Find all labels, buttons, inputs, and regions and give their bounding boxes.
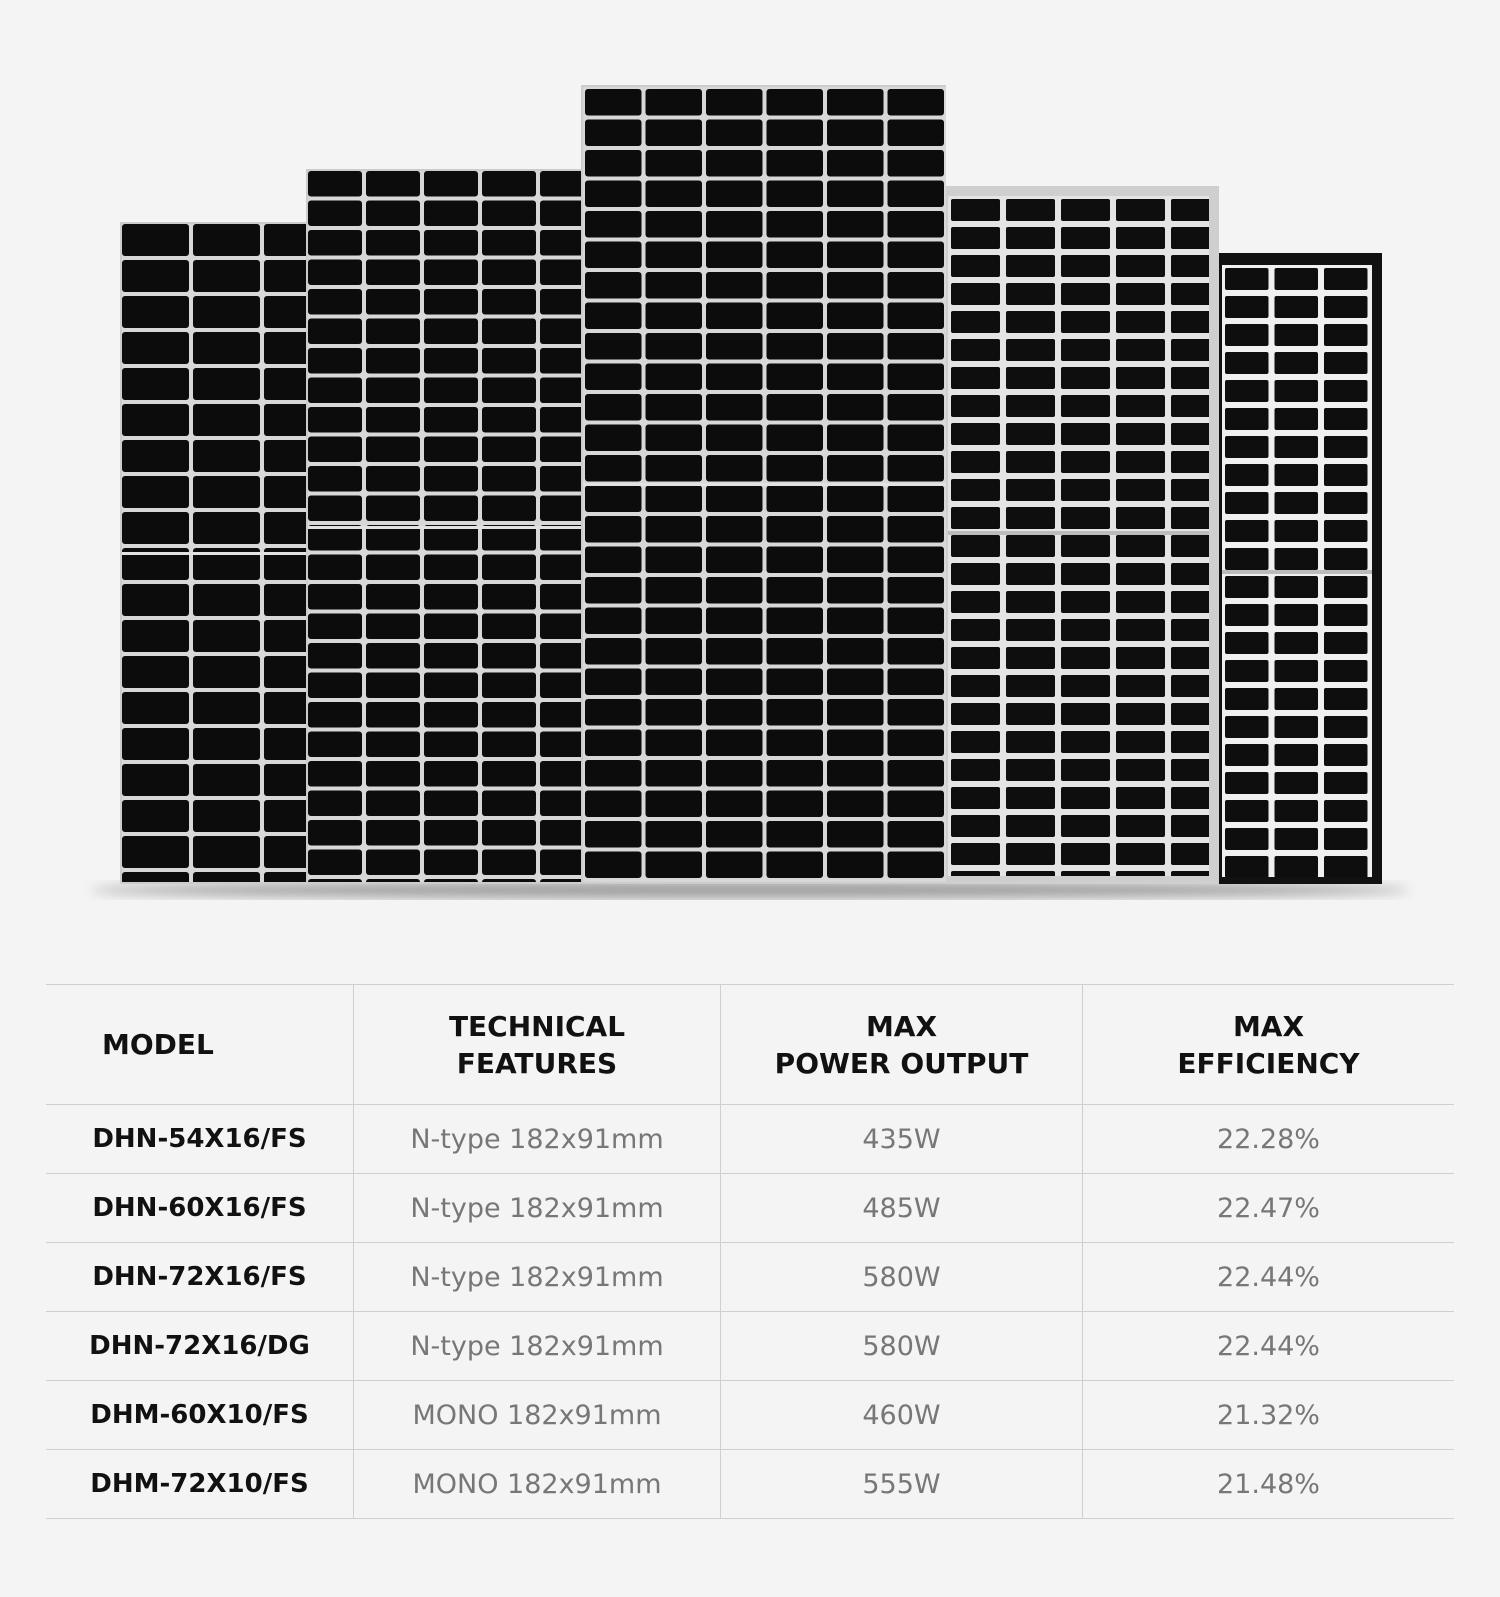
header-text: MODEL [102,1028,214,1061]
value-cell: 460W [720,1381,1082,1449]
model-cell: DHN-72X16/DG [89,1331,310,1361]
header-text: MAX [1232,1009,1305,1043]
value-cell: 21.48% [1082,1450,1454,1518]
value-cell: 22.28% [1082,1105,1454,1173]
table-row: DHM-72X10/FS MONO 182x91mm 555W 21.48% [46,1450,1454,1519]
value-cell: N-type 182x91mm [353,1105,720,1173]
value-cell: MONO 182x91mm [353,1450,720,1518]
value-cell: N-type 182x91mm [353,1243,720,1311]
value-cell: N-type 182x91mm [353,1312,720,1380]
panel [120,222,308,884]
value-cell: 22.44% [1082,1243,1454,1311]
header-cell: MAX POWER OUTPUT [720,985,1082,1104]
header-cell: TECHNICAL FEATURES [353,985,720,1104]
panel [581,85,946,884]
panel [306,169,582,884]
table-row: DHN-54X16/FS N-type 182x91mm 435W 22.28% [46,1105,1454,1174]
model-cell: DHN-54X16/FS [92,1124,307,1154]
value-cell: N-type 182x91mm [353,1174,720,1242]
solar-panels [90,85,1410,898]
value-cell: 580W [720,1243,1082,1311]
value-cell: 22.47% [1082,1174,1454,1242]
header-text: EFFICIENCY [1177,1046,1360,1080]
table-row: DHM-60X10/FS MONO 182x91mm 460W 21.32% [46,1381,1454,1450]
value-cell: 485W [720,1174,1082,1242]
model-cell: DHN-60X16/FS [92,1193,307,1223]
value-cell: MONO 182x91mm [353,1381,720,1449]
value-cell: 580W [720,1312,1082,1380]
shadow [90,882,1410,898]
panel [946,186,1219,884]
value-cell: 555W [720,1450,1082,1518]
model-cell: DHM-72X10/FS [90,1469,309,1499]
spec-table: MODEL TECHNICAL FEATURES MAX POWER OUTPUT MAX… [46,984,1454,1519]
header-text: MAX [865,1009,938,1043]
header-cell: MAX EFFICIENCY [1082,985,1454,1104]
value-cell: 435W [720,1105,1082,1173]
header-cell: MODEL [46,985,353,1104]
header-text: TECHNICAL [448,1009,626,1043]
model-cell: DHN-72X16/FS [92,1262,307,1292]
value-cell: 22.44% [1082,1312,1454,1380]
header-text: POWER OUTPUT [774,1046,1029,1080]
header-text: FEATURES [456,1046,618,1080]
panel [1219,253,1382,884]
value-cell: 21.32% [1082,1381,1454,1449]
table-row: DHN-72X16/FS N-type 182x91mm 580W 22.44% [46,1243,1454,1312]
header-row: MODEL TECHNICAL FEATURES MAX POWER OUTPUT MAX… [46,984,1454,1105]
table-row: DHN-72X16/DG N-type 182x91mm 580W 22.44% [46,1312,1454,1381]
table-row: DHN-60X16/FS N-type 182x91mm 485W 22.47% [46,1174,1454,1243]
model-cell: DHM-60X10/FS [90,1400,309,1430]
